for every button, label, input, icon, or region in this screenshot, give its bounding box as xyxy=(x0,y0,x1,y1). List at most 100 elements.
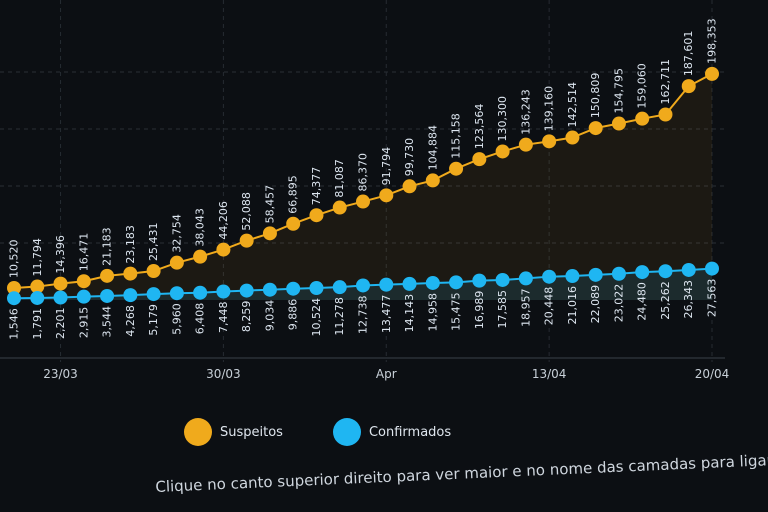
legend-label-suspeitos: Suspeitos xyxy=(220,424,283,440)
point-suspeitos xyxy=(705,66,719,81)
data-label-confirmados: 22,089 xyxy=(589,285,602,324)
data-label-confirmados: 24,480 xyxy=(636,282,649,321)
data-label-confirmados: 1,546 xyxy=(8,308,21,340)
point-confirmados xyxy=(658,264,673,279)
data-label-confirmados: 1,791 xyxy=(31,308,44,340)
data-label-suspeitos: 99,730 xyxy=(403,138,416,177)
point-suspeitos xyxy=(379,188,394,203)
data-label-suspeitos: 25,431 xyxy=(147,223,160,262)
point-confirmados xyxy=(449,275,464,290)
data-label-suspeitos: 159,060 xyxy=(636,63,649,109)
point-confirmados xyxy=(193,285,208,300)
point-suspeitos xyxy=(356,194,370,209)
point-suspeitos xyxy=(681,79,696,94)
point-confirmados xyxy=(309,281,324,296)
data-label-confirmados: 13,477 xyxy=(380,295,393,334)
data-label-suspeitos: 104,884 xyxy=(426,125,439,171)
point-confirmados xyxy=(286,281,301,296)
data-label-confirmados: 5,179 xyxy=(147,304,160,336)
data-label-confirmados: 18,957 xyxy=(519,288,532,327)
x-tick-label: 23/03 xyxy=(43,367,78,381)
point-suspeitos xyxy=(76,274,91,289)
data-label-confirmados: 14,143 xyxy=(403,294,416,333)
data-label-suspeitos: 44,206 xyxy=(217,201,230,240)
data-label-confirmados: 9,886 xyxy=(287,299,300,331)
data-label-suspeitos: 136,243 xyxy=(519,89,532,135)
point-confirmados xyxy=(588,267,603,282)
data-label-confirmados: 9,034 xyxy=(263,300,276,332)
point-suspeitos xyxy=(472,152,487,167)
point-confirmados xyxy=(332,280,347,295)
point-suspeitos xyxy=(216,242,231,257)
point-suspeitos xyxy=(425,173,440,188)
point-confirmados xyxy=(53,290,68,305)
legend-item-confirmados[interactable]: Confirmados xyxy=(332,418,452,446)
x-tick-label: 20/04 xyxy=(695,367,730,381)
data-label-confirmados: 27,563 xyxy=(706,279,719,318)
point-suspeitos xyxy=(30,279,45,294)
point-suspeitos xyxy=(495,144,510,159)
point-suspeitos xyxy=(169,255,184,270)
data-label-suspeitos: 150,809 xyxy=(589,73,602,119)
data-label-confirmados: 7,448 xyxy=(217,302,230,334)
point-suspeitos xyxy=(309,208,324,223)
data-label-suspeitos: 162,711 xyxy=(659,59,672,105)
point-suspeitos xyxy=(611,116,626,131)
point-suspeitos xyxy=(239,233,254,248)
data-label-confirmados: 6,408 xyxy=(194,303,207,335)
data-label-confirmados: 15,475 xyxy=(450,292,463,331)
point-confirmados xyxy=(30,290,45,305)
point-suspeitos xyxy=(542,134,557,149)
data-label-suspeitos: 21,183 xyxy=(101,227,114,266)
point-suspeitos xyxy=(402,179,417,194)
point-confirmados xyxy=(681,262,696,277)
point-confirmados xyxy=(425,275,440,290)
point-suspeitos xyxy=(565,130,580,145)
point-confirmados xyxy=(611,266,626,281)
point-suspeitos xyxy=(193,249,208,264)
legend-item-suspeitos[interactable]: Suspeitos xyxy=(184,418,283,446)
area-suspeitos xyxy=(14,73,712,300)
data-label-suspeitos: 23,183 xyxy=(124,225,137,264)
point-suspeitos xyxy=(7,281,21,296)
point-confirmados xyxy=(356,278,370,293)
data-label-suspeitos: 11,794 xyxy=(31,238,44,277)
point-confirmados xyxy=(705,261,719,276)
data-label-confirmados: 11,278 xyxy=(333,297,346,336)
point-suspeitos xyxy=(635,111,650,126)
point-suspeitos xyxy=(588,121,603,136)
point-confirmados xyxy=(542,269,557,284)
point-suspeitos xyxy=(332,200,347,215)
point-confirmados xyxy=(518,271,533,286)
point-suspeitos xyxy=(100,268,115,283)
data-label-confirmados: 17,585 xyxy=(496,290,509,329)
point-confirmados xyxy=(146,287,161,302)
data-label-suspeitos: 52,088 xyxy=(240,192,253,231)
x-tick-label: 13/04 xyxy=(532,367,567,381)
point-suspeitos xyxy=(518,137,533,152)
legend-label-confirmados: Confirmados xyxy=(368,424,452,440)
data-label-suspeitos: 154,795 xyxy=(612,68,625,114)
data-label-confirmados: 4,268 xyxy=(124,305,137,337)
point-suspeitos xyxy=(146,264,161,279)
data-label-suspeitos: 66,895 xyxy=(287,175,300,214)
x-tick-label: 30/03 xyxy=(206,367,241,381)
data-label-confirmados: 23,022 xyxy=(612,284,625,323)
point-suspeitos xyxy=(123,266,138,281)
data-label-confirmados: 3,544 xyxy=(101,306,114,338)
data-label-confirmados: 21,016 xyxy=(566,286,579,325)
data-label-confirmados: 14,958 xyxy=(426,293,439,332)
data-label-confirmados: 12,738 xyxy=(357,295,370,334)
point-confirmados xyxy=(402,276,417,291)
data-label-suspeitos: 123,564 xyxy=(473,104,486,150)
x-tick-label: Apr xyxy=(376,367,397,381)
data-label-confirmados: 2,201 xyxy=(54,307,67,339)
data-label-confirmados: 5,960 xyxy=(170,303,183,335)
data-label-suspeitos: 86,370 xyxy=(357,153,370,192)
point-suspeitos xyxy=(53,276,68,291)
data-label-confirmados: 10,524 xyxy=(310,298,323,337)
data-label-suspeitos: 38,043 xyxy=(194,208,207,247)
data-label-suspeitos: 142,514 xyxy=(566,82,579,128)
point-confirmados xyxy=(123,288,138,303)
data-label-confirmados: 16,989 xyxy=(473,291,486,330)
